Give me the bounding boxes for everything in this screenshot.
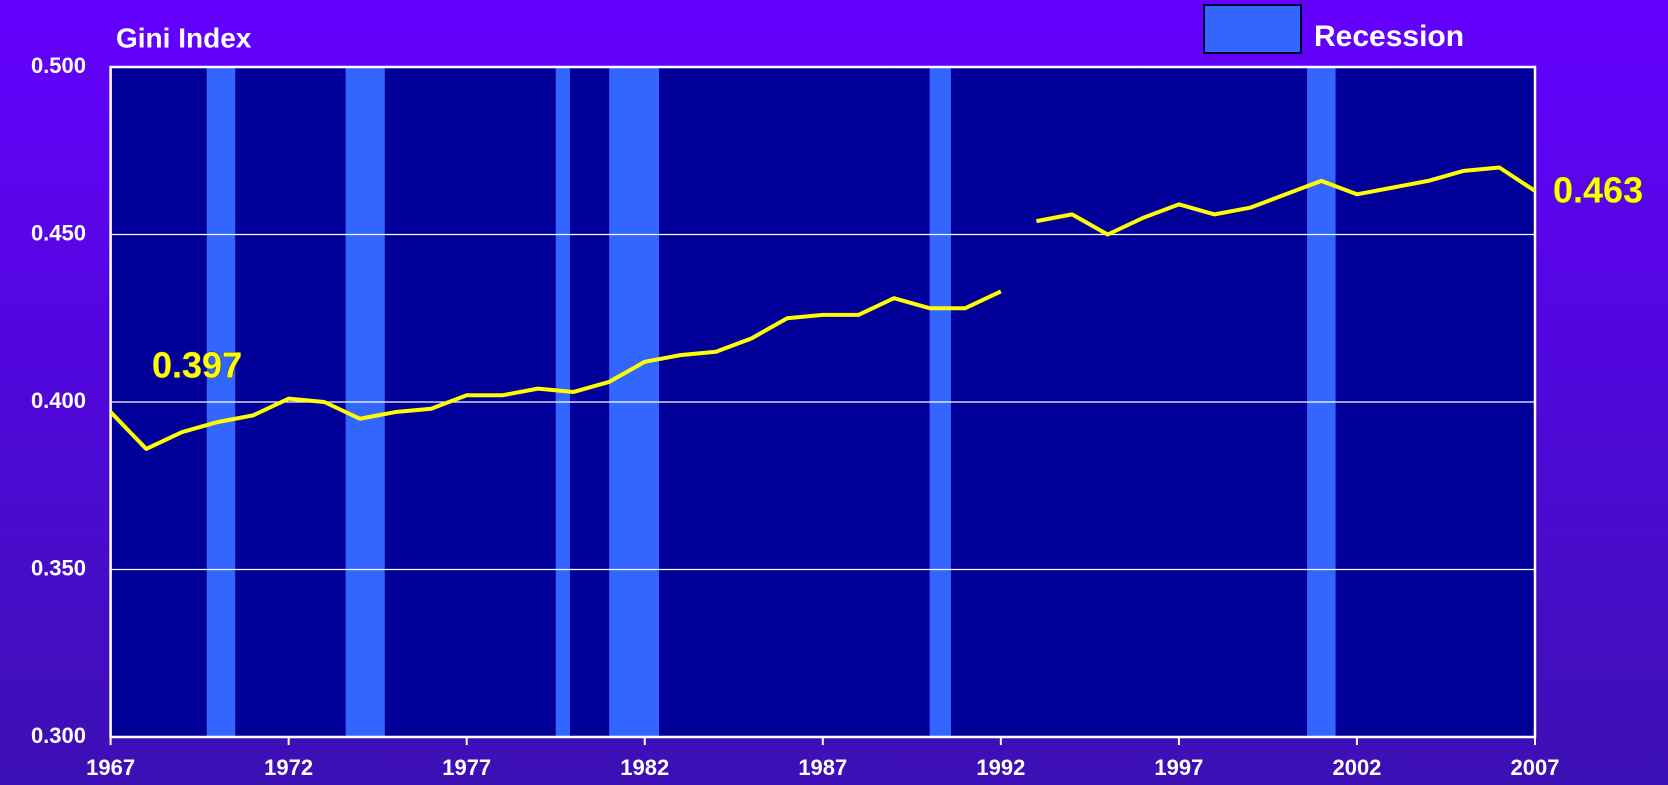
legend-label: Recession: [1314, 20, 1464, 53]
y-tick-label: 0.500: [31, 53, 86, 78]
x-tick-label: 2007: [1511, 755, 1560, 780]
y-tick-label: 0.350: [31, 555, 86, 580]
x-tick-label: 1982: [620, 755, 669, 780]
plot-frame: [109, 65, 1537, 739]
y-tick-label: 0.450: [31, 220, 86, 245]
y-tick-label: 0.400: [31, 388, 86, 413]
x-tick-label: 1997: [1154, 755, 1203, 780]
x-tick-label: 2002: [1332, 755, 1381, 780]
x-tick-label: 1972: [264, 755, 313, 780]
x-tick-label: 1977: [442, 755, 491, 780]
line: [109, 289, 1002, 451]
legend-swatch: [1203, 4, 1302, 54]
x-tick-label: 1987: [798, 755, 847, 780]
annotation: 0.397: [152, 345, 242, 386]
x-tick-label: 1967: [86, 755, 135, 780]
y-tick-label: 0.300: [31, 723, 86, 748]
plot: 0.300 0.350 0.400 0.450 0.500 1967 1972 1977 198…: [31, 53, 1560, 780]
y-axis-label: Gini Index: [116, 22, 252, 53]
annotation: 0.463: [1553, 170, 1643, 211]
x-tick-label: 1992: [976, 755, 1025, 780]
line: [1036, 165, 1537, 237]
